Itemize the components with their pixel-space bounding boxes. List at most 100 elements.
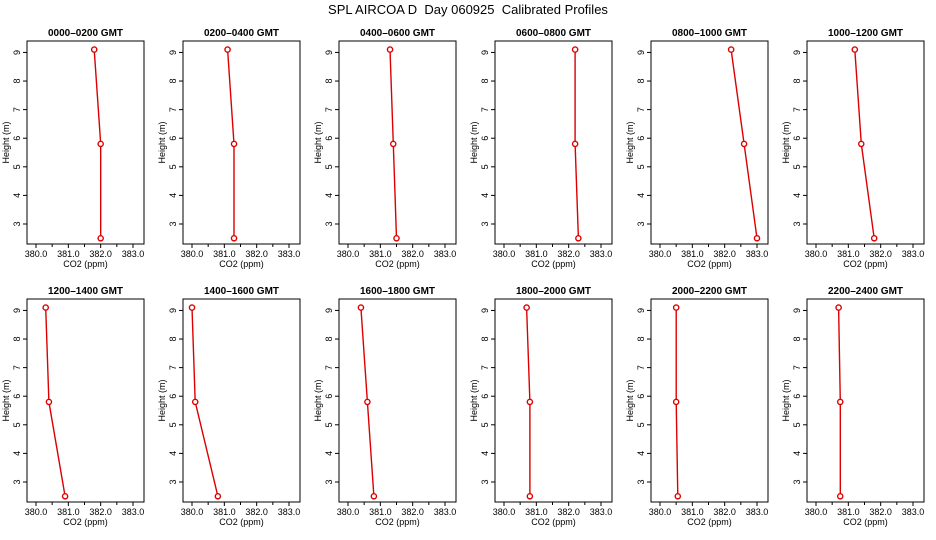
- x-axis-label: CO2 (ppm): [687, 259, 732, 269]
- panel-title: 2200–2400 GMT: [828, 286, 903, 297]
- profile-point: [364, 398, 371, 406]
- y-tick-label: 3: [168, 479, 178, 484]
- y-axis-label: Height (m): [313, 121, 323, 163]
- x-tick-label: 382.0: [89, 507, 112, 517]
- profile-point: [191, 398, 199, 406]
- panel-frame: [338, 40, 457, 245]
- y-axis-label: Height (m): [625, 121, 635, 163]
- x-tick-label: 380.0: [337, 507, 360, 517]
- x-tick-label: 380.0: [493, 507, 516, 517]
- x-tick-label: 381.0: [369, 507, 392, 517]
- y-tick-label: 5: [480, 422, 490, 427]
- y-axis-label: Height (m): [781, 379, 791, 421]
- x-tick-label: 380.0: [181, 507, 204, 517]
- y-tick-label: 3: [792, 479, 802, 484]
- profile-point: [870, 234, 878, 242]
- y-tick-label: 6: [480, 136, 490, 141]
- y-tick-label: 3: [636, 479, 646, 484]
- y-tick-label: 5: [12, 164, 22, 169]
- x-tick-label: 381.0: [213, 507, 236, 517]
- y-tick-label: 3: [324, 479, 334, 484]
- y-tick-label: 9: [480, 308, 490, 313]
- y-tick-label: 7: [792, 365, 802, 370]
- x-tick-label: 382.0: [401, 249, 424, 259]
- x-tick-label: 382.0: [557, 249, 580, 259]
- y-axis-label: Height (m): [625, 379, 635, 421]
- x-axis-label: CO2 (ppm): [531, 259, 576, 269]
- x-axis-label: CO2 (ppm): [219, 259, 264, 269]
- x-tick-label: 381.0: [525, 249, 548, 259]
- profile-point: [42, 304, 50, 311]
- x-tick-label: 382.0: [869, 507, 892, 517]
- y-tick-label: 3: [792, 221, 802, 226]
- x-axis-label: CO2 (ppm): [375, 517, 420, 527]
- y-tick-label: 8: [792, 79, 802, 84]
- x-axis-label: CO2 (ppm): [219, 517, 264, 527]
- y-tick-label: 3: [324, 221, 334, 226]
- profile-point: [230, 234, 238, 242]
- profile-point: [835, 304, 842, 311]
- x-tick-label: 380.0: [25, 249, 48, 259]
- profile-point: [571, 140, 579, 148]
- x-tick-label: 382.0: [713, 249, 736, 259]
- panel-title: 0000–0200 GMT: [48, 28, 123, 39]
- x-tick-label: 382.0: [557, 507, 580, 517]
- y-tick-label: 8: [324, 79, 334, 84]
- profile-point: [214, 492, 222, 500]
- y-tick-label: 5: [12, 422, 22, 427]
- y-tick-label: 9: [636, 50, 646, 55]
- profile-point: [672, 304, 680, 311]
- panel-frame: [182, 298, 301, 503]
- panel-title: 2000–2200 GMT: [672, 286, 747, 297]
- y-tick-label: 9: [168, 308, 178, 313]
- y-tick-label: 8: [168, 337, 178, 342]
- y-tick-label: 3: [480, 479, 490, 484]
- y-tick-label: 7: [792, 107, 802, 112]
- x-tick-label: 383.0: [590, 507, 613, 517]
- y-tick-label: 6: [168, 136, 178, 141]
- y-tick-label: 9: [636, 308, 646, 313]
- y-tick-label: 7: [480, 365, 490, 370]
- y-tick-label: 9: [12, 308, 22, 313]
- y-tick-label: 7: [324, 365, 334, 370]
- y-tick-label: 6: [792, 394, 802, 399]
- x-tick-label: 382.0: [89, 249, 112, 259]
- y-axis-label: Height (m): [781, 121, 791, 163]
- x-tick-label: 383.0: [746, 507, 769, 517]
- profile-point: [370, 492, 378, 500]
- profile-point: [674, 492, 682, 500]
- y-tick-label: 5: [168, 164, 178, 169]
- y-tick-label: 4: [324, 193, 334, 198]
- y-tick-label: 4: [168, 193, 178, 198]
- y-tick-label: 6: [480, 394, 490, 399]
- y-axis-label: Height (m): [157, 121, 167, 163]
- y-tick-label: 5: [792, 164, 802, 169]
- y-tick-label: 4: [792, 451, 802, 456]
- panel-title: 0200–0400 GMT: [204, 28, 279, 39]
- y-tick-label: 7: [636, 107, 646, 112]
- y-tick-label: 9: [12, 50, 22, 55]
- profile-point: [571, 46, 579, 53]
- profile-point: [393, 234, 400, 242]
- x-axis-label: CO2 (ppm): [843, 259, 888, 269]
- y-tick-label: 8: [792, 337, 802, 342]
- profile-point: [523, 304, 530, 311]
- panel-title: 0600–0800 GMT: [516, 28, 591, 39]
- y-tick-label: 6: [636, 394, 646, 399]
- profile-point: [740, 140, 748, 148]
- x-tick-label: 381.0: [837, 249, 860, 259]
- x-tick-label: 380.0: [805, 249, 828, 259]
- x-tick-label: 382.0: [245, 249, 268, 259]
- x-tick-label: 381.0: [369, 249, 392, 259]
- y-tick-label: 8: [636, 79, 646, 84]
- y-tick-label: 7: [480, 107, 490, 112]
- x-tick-label: 381.0: [525, 507, 548, 517]
- y-tick-label: 6: [324, 136, 334, 141]
- x-tick-label: 383.0: [122, 507, 145, 517]
- y-tick-label: 6: [12, 136, 22, 141]
- profile-point: [672, 398, 680, 406]
- y-tick-label: 8: [636, 337, 646, 342]
- profile-point: [61, 492, 69, 500]
- profile-point: [97, 140, 104, 148]
- profile-point: [45, 398, 53, 406]
